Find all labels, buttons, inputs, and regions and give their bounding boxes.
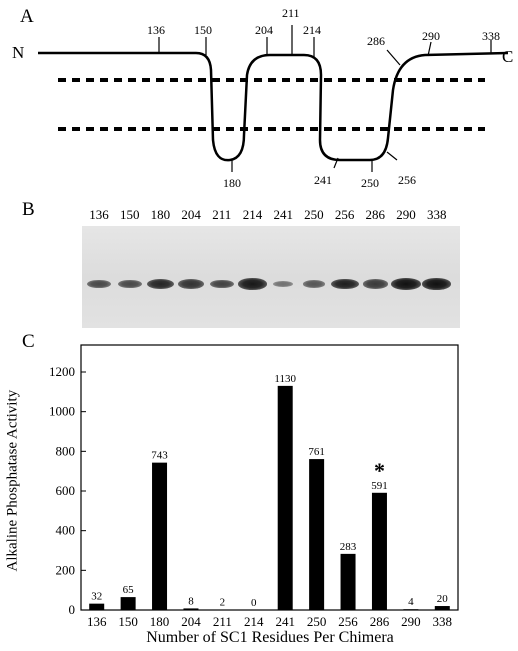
- residue-label: 290: [422, 29, 440, 43]
- x-tick-label: 250: [307, 614, 327, 629]
- data-label-180: 743: [151, 450, 168, 462]
- bar-286: [371, 492, 387, 610]
- y-tick-label: 200: [56, 562, 76, 577]
- blot-lane-label: 180: [150, 207, 171, 222]
- bar-338: [434, 606, 450, 610]
- y-tick-label: 0: [69, 602, 76, 617]
- residue-label: 150: [194, 23, 212, 37]
- data-label-241: 1130: [274, 373, 296, 385]
- bar-290: [403, 609, 419, 610]
- bar-150: [120, 597, 136, 610]
- data-label-214: 0: [251, 597, 257, 609]
- y-tick-label: 800: [56, 443, 76, 458]
- residue-label: 214: [303, 23, 321, 37]
- blot-band: [209, 279, 234, 289]
- x-tick-label: 214: [244, 614, 264, 629]
- blot-lane-label: 256: [334, 207, 355, 222]
- blot-band: [422, 278, 452, 290]
- x-tick-label: 204: [181, 614, 201, 629]
- data-label-250: 761: [308, 446, 325, 458]
- blot-band: [362, 279, 388, 289]
- blot-lane-label: 338: [426, 207, 447, 222]
- x-tick-label: 241: [275, 614, 295, 629]
- bar-180: [152, 462, 168, 610]
- data-label-204: 8: [188, 595, 194, 607]
- residue-label: 211: [282, 6, 300, 20]
- blot-lane-label: 290: [396, 207, 416, 222]
- residue-label: 136: [147, 23, 165, 37]
- bar-256: [340, 553, 356, 610]
- blot-band: [146, 278, 174, 290]
- plot-frame: [80, 344, 459, 611]
- bar-136: [89, 603, 105, 610]
- topology-diagram: N C 136 150 204 211 214 286 290 338 180 …: [12, 6, 513, 190]
- western-blot-image: [82, 226, 460, 328]
- panel-a-letter: A: [20, 6, 34, 27]
- residue-label: 204: [255, 23, 273, 37]
- residue-label: 241: [314, 173, 332, 187]
- data-label-136: 32: [91, 591, 102, 603]
- residue-label: 256: [398, 173, 416, 187]
- x-tick-label: 286: [370, 614, 390, 629]
- x-tick-label: 256: [338, 614, 358, 629]
- data-label-256: 283: [340, 541, 357, 553]
- residue-label: 338: [482, 29, 500, 43]
- blot-lane-label: 214: [242, 207, 263, 222]
- x-tick-label: 180: [150, 614, 170, 629]
- blot-band: [178, 279, 204, 289]
- x-tick-label: 290: [401, 614, 421, 629]
- bar-204: [183, 608, 199, 610]
- bar-250: [309, 459, 325, 610]
- x-tick-label: 211: [213, 614, 232, 629]
- c-terminus-label: C: [502, 47, 513, 66]
- blot-band: [273, 281, 293, 287]
- blot-band: [117, 279, 142, 289]
- residue-label: 180: [223, 176, 241, 190]
- n-terminus-label: N: [12, 43, 24, 62]
- blot-lane-label: 150: [119, 207, 140, 222]
- x-axis-label: Number of SC1 Residues Per Chimera: [146, 629, 394, 646]
- bar-241: [277, 385, 293, 610]
- data-label-286: 591: [371, 480, 388, 492]
- data-label-290: 4: [408, 596, 414, 608]
- data-label-211: 2: [220, 597, 226, 609]
- blot-band: [87, 279, 111, 289]
- x-tick-label: 150: [118, 614, 138, 629]
- panel-c-letter: C: [22, 331, 35, 352]
- blot-lane-label: 250: [304, 207, 324, 222]
- x-tick-label: 338: [433, 614, 453, 629]
- blot-lane-label: 136: [89, 207, 109, 222]
- y-axis-label: Alkaline Phosphatase Activity: [4, 389, 21, 572]
- y-tick-label: 1000: [49, 404, 75, 419]
- data-label-150: 65: [123, 584, 135, 596]
- y-tick-label: 600: [56, 483, 76, 498]
- blot-lane-label: 211: [212, 207, 232, 222]
- residue-label: 286: [367, 34, 385, 48]
- significance-asterisk: *: [374, 458, 385, 483]
- blot-band: [330, 278, 359, 290]
- blot-lane-label: 241: [273, 207, 293, 222]
- x-tick-label: 136: [87, 614, 107, 629]
- blot-band: [238, 278, 267, 290]
- residue-label: 250: [361, 176, 379, 190]
- blot-lane-label: 286: [365, 207, 386, 222]
- data-label-338: 20: [437, 593, 449, 605]
- blot-band: [302, 280, 326, 288]
- blot-lane-label: 204: [181, 207, 201, 222]
- blot-band: [391, 278, 421, 290]
- panel-b-letter: B: [22, 199, 35, 220]
- y-tick-label: 400: [56, 523, 76, 538]
- protein-chain: [38, 51, 509, 162]
- y-tick-label: 1200: [49, 364, 75, 379]
